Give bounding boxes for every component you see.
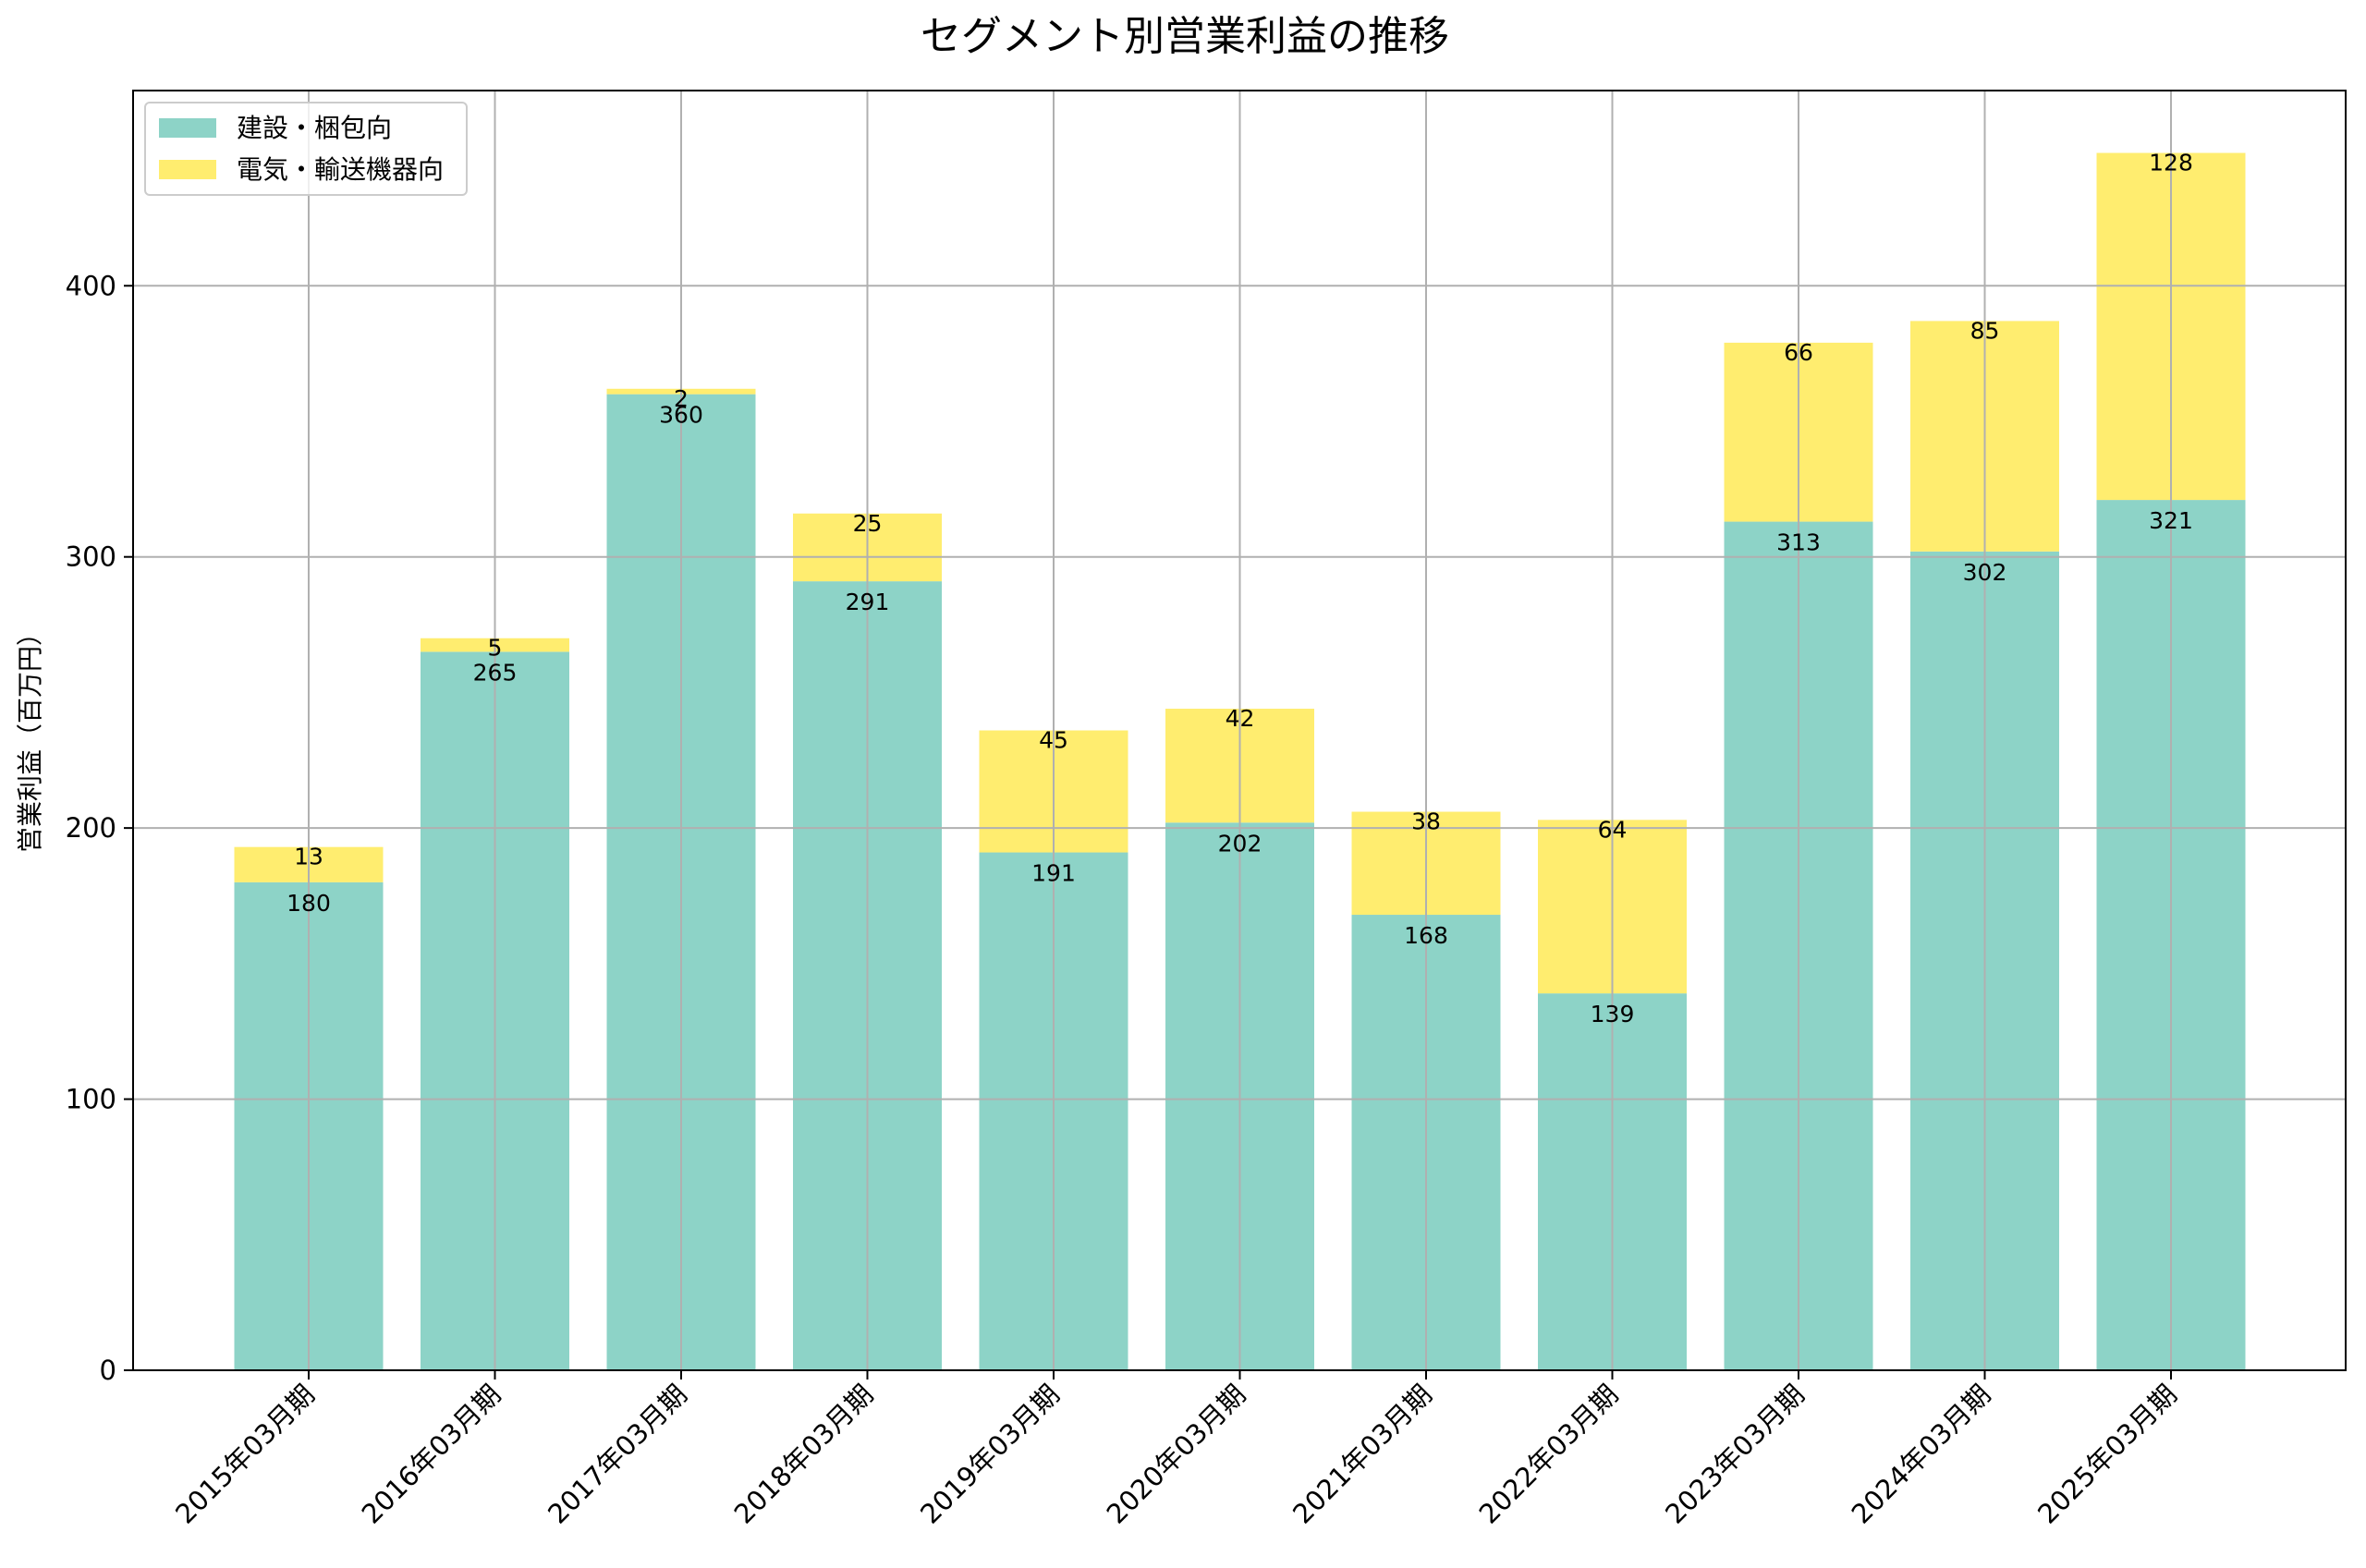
y-tick-label: 300 bbox=[66, 541, 116, 573]
data-label-construction: 202 bbox=[1218, 830, 1262, 857]
x-tick-label: 2021年03月期 bbox=[1287, 1379, 1438, 1530]
x-tick-label: 2017年03月期 bbox=[542, 1379, 693, 1530]
y-axis-label: 営業利益（百万円） bbox=[15, 620, 45, 853]
y-tick-label: 200 bbox=[66, 812, 116, 844]
data-label-electrical: 38 bbox=[1411, 808, 1441, 835]
x-axis: 2015年03月期 2016年03月期 2017年03月期 2018年03月期 2019… bbox=[169, 1370, 2183, 1530]
data-label-construction: 360 bbox=[659, 402, 703, 429]
legend-swatch bbox=[159, 118, 216, 138]
legend-frame bbox=[144, 102, 468, 196]
data-label-electrical: 64 bbox=[1598, 816, 1628, 843]
x-tick-label: 2016年03月期 bbox=[356, 1379, 507, 1530]
data-label-electrical: 66 bbox=[1784, 339, 1813, 366]
data-label-electrical: 2 bbox=[674, 385, 689, 412]
legend-swatch bbox=[159, 160, 216, 179]
x-tick-label: 2019年03月期 bbox=[914, 1379, 1066, 1530]
data-label-construction: 180 bbox=[287, 890, 331, 917]
data-label-electrical: 25 bbox=[853, 510, 883, 537]
x-tick-label: 2024年03月期 bbox=[1846, 1379, 1997, 1530]
x-tick-label: 2018年03月期 bbox=[728, 1379, 880, 1530]
data-label-construction: 291 bbox=[846, 589, 890, 615]
data-label-electrical: 45 bbox=[1039, 727, 1068, 754]
y-tick-label: 100 bbox=[66, 1084, 116, 1115]
data-label-electrical: 128 bbox=[2149, 149, 2193, 176]
y-axis: 0 100 200 300 400 bbox=[66, 270, 133, 1386]
x-tick-label: 2025年03月期 bbox=[2031, 1379, 2183, 1530]
grid-layer bbox=[133, 91, 2346, 1371]
data-label-construction: 265 bbox=[473, 659, 518, 686]
y-tick-label: 400 bbox=[66, 270, 116, 301]
x-tick-label: 2023年03月期 bbox=[1659, 1379, 1811, 1530]
data-label-electrical: 5 bbox=[488, 635, 503, 662]
legend-label: 電気・輸送機器向 bbox=[237, 154, 444, 185]
x-tick-label: 2015年03月期 bbox=[169, 1379, 321, 1530]
chart-title: セグメント別営業利益の推移 bbox=[921, 13, 1449, 60]
x-tick-label: 2020年03月期 bbox=[1101, 1379, 1252, 1530]
x-tick-label: 2022年03月期 bbox=[1473, 1379, 1625, 1530]
data-label-construction: 168 bbox=[1404, 922, 1448, 949]
data-label-construction: 139 bbox=[1591, 1001, 1635, 1027]
data-label-electrical: 13 bbox=[294, 844, 323, 870]
data-label-construction: 321 bbox=[2149, 507, 2193, 534]
data-label-construction: 191 bbox=[1031, 860, 1076, 887]
data-label-electrical: 42 bbox=[1226, 705, 1255, 732]
data-label-electrical: 85 bbox=[1970, 317, 2000, 344]
y-tick-label: 0 bbox=[100, 1355, 116, 1386]
data-label-construction: 302 bbox=[1963, 559, 2007, 586]
legend-label: 建設・梱包向 bbox=[237, 113, 392, 143]
data-label-construction: 313 bbox=[1776, 529, 1821, 556]
